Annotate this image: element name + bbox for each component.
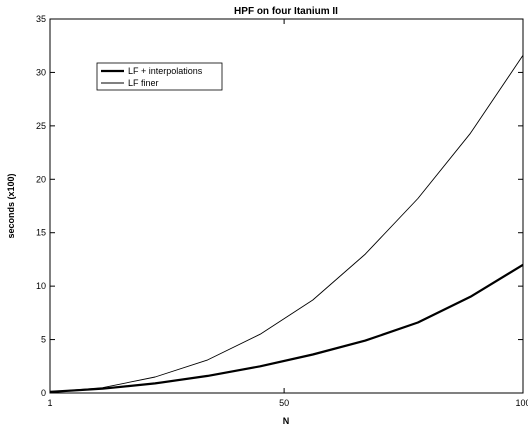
series-line-2 (49, 55, 524, 393)
series-lines (49, 55, 524, 393)
y-tick-label: 20 (36, 174, 46, 184)
plot-frame (49, 18, 524, 394)
y-axis-label: seconds (x100) (6, 173, 16, 238)
chart-title: HPF on four Itanium II (234, 6, 338, 17)
legend: LF + interpolations LF finer (96, 62, 223, 91)
axis-ticks: 0 5 10 15 20 25 30 35 1 50 100 (36, 14, 528, 408)
y-tick-label: 35 (36, 14, 46, 24)
x-tick-label: 50 (279, 398, 289, 408)
x-axis-label: N (283, 416, 290, 426)
y-tick-label: 15 (36, 228, 46, 238)
x-tick-label: 1 (47, 398, 52, 408)
y-tick-label: 0 (41, 388, 46, 398)
y-tick-label: 10 (36, 281, 46, 291)
y-tick-label: 25 (36, 121, 46, 131)
y-tick-label: 30 (36, 67, 46, 77)
legend-box (96, 62, 223, 91)
x-tick-label: 100 (515, 398, 528, 408)
legend-label-1: LF + interpolations (128, 66, 203, 76)
series-line-1 (49, 263, 524, 393)
legend-label-2: LF finer (128, 78, 159, 88)
y-tick-label: 5 (41, 335, 46, 345)
